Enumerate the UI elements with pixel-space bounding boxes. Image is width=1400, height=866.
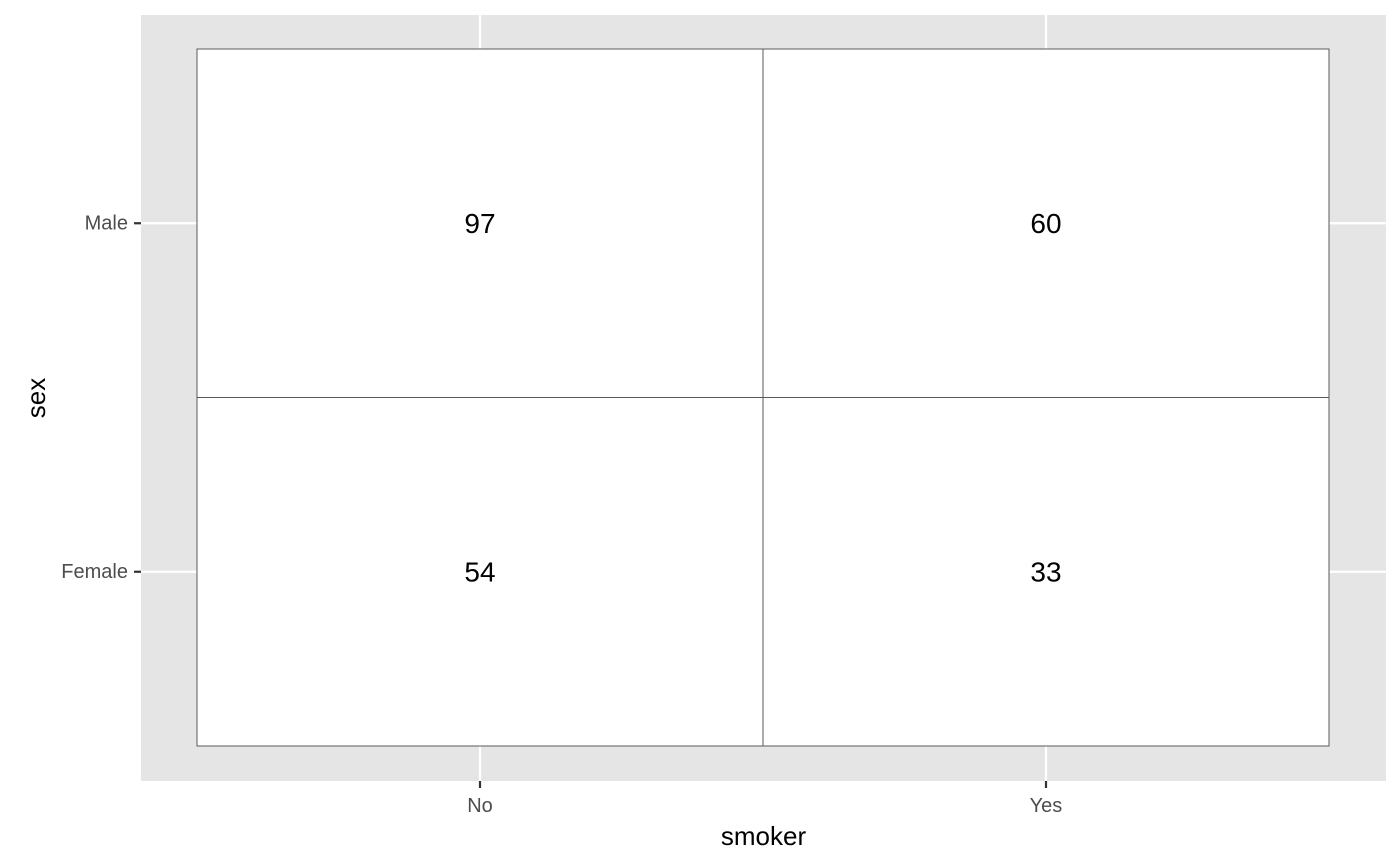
x-tick-label-no: No [467,795,493,817]
x-axis-title: smoker [721,821,807,851]
tile-yes-female [762,397,1330,747]
y-tick-label-male: Male [85,212,128,234]
cell-value-no-male: 97 [464,208,495,239]
x-tick-label-yes: Yes [1030,795,1063,817]
tile-no-female [196,397,764,747]
tile-yes-male [762,48,1330,398]
tiles: 97 60 54 33 [196,48,1330,747]
cell-value-yes-male: 60 [1030,208,1061,239]
y-tick-label-female: Female [61,561,128,583]
cell-value-no-female: 54 [464,556,495,587]
cell-value-yes-female: 33 [1030,556,1061,587]
y-axis-title: sex [21,378,51,418]
axes: No Yes Male Female [61,212,1062,817]
